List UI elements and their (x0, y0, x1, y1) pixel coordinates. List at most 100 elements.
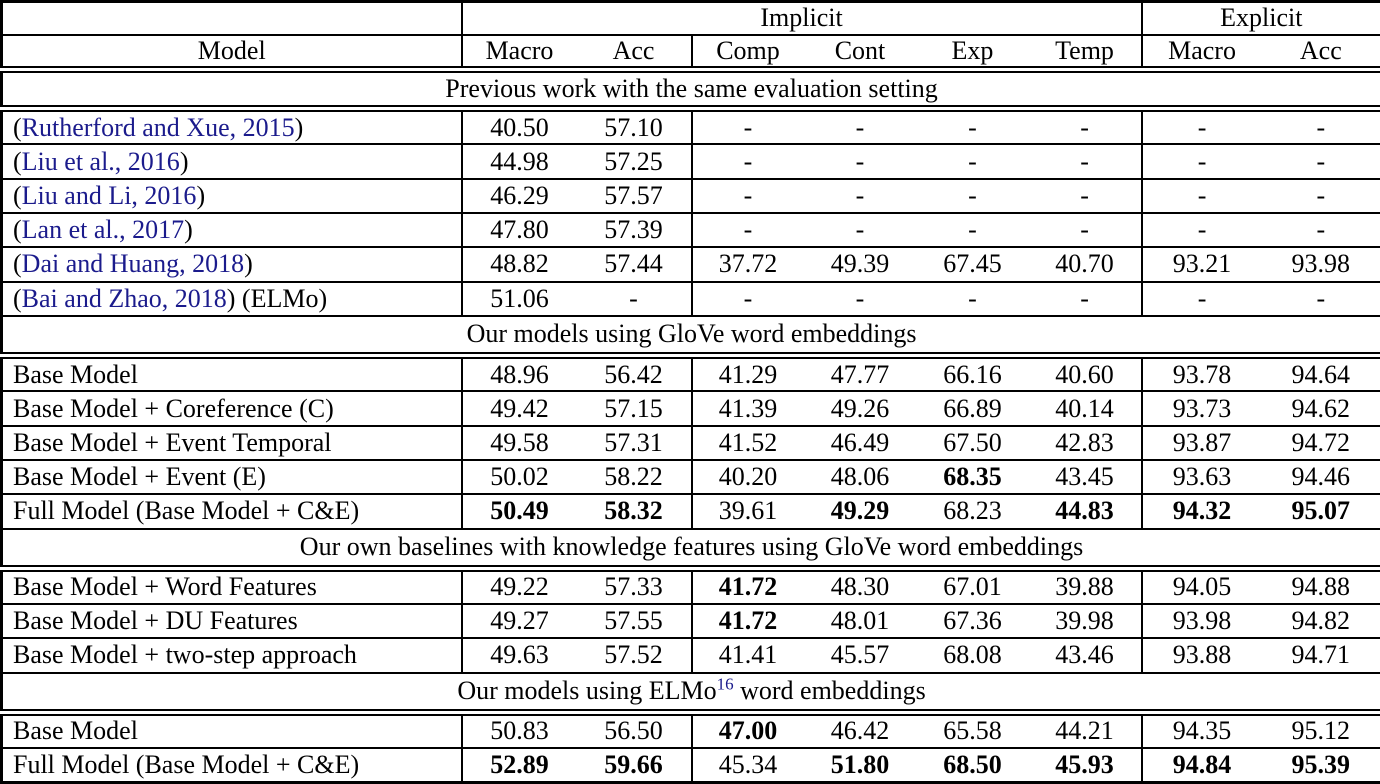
value-cell: - (1140, 213, 1262, 248)
model-name-cell: (Bai and Zhao, 2018) (ELMo) (2, 282, 462, 316)
table-row: (Bai and Zhao, 2018) (ELMo) 51.06- - - - - - - (1, 281, 1380, 316)
value-cell: 49.29 (830, 496, 890, 526)
value-cell: 40.14 (1055, 393, 1114, 423)
model-name-cell: Base Model (13, 716, 138, 746)
table-row: Base Model 48.96 56.42 41.29 47.77 66.16 40.60… (1, 355, 1380, 392)
value-cell: - (1316, 283, 1326, 313)
citation-link[interactable]: Liu et al., 2016 (21, 146, 180, 176)
value-cell: 59.66 (604, 750, 663, 779)
value-cell: 40.50 (460, 108, 577, 145)
table-row: Base Model + DU Features 49.27 57.55 41.72 4… (1, 603, 1380, 639)
column-header-acc-implicit: Acc (612, 35, 655, 65)
value-cell: 93.98 (1140, 603, 1262, 639)
value-cell: 40.70 (1055, 249, 1114, 279)
table-row: Base Model 50.83 56.50 47.00 46.42 65.58 44.21… (1, 712, 1380, 748)
value-cell: 57.57 (604, 180, 663, 210)
value-cell: - (1080, 180, 1089, 210)
value-cell: - (1316, 215, 1326, 245)
citation-paren: ( (13, 249, 22, 279)
model-name-cell: Full Model (Base Model + C&E) (13, 750, 360, 779)
model-name-cell: (Liu et al., 2016) (2, 144, 462, 178)
value-cell: 56.42 (604, 359, 663, 389)
value-cell: 44.98 (460, 144, 577, 179)
value-cell: 49.26 (830, 393, 890, 423)
column-header-exp: Exp (951, 35, 994, 65)
value-cell: 39.98 (1055, 606, 1114, 636)
value-cell: - (690, 213, 804, 248)
value-cell: 66.89 (943, 393, 1002, 423)
section-title-text: Our models using ELMo (457, 676, 717, 706)
value-cell: 48.06 (830, 462, 890, 492)
table-row: (Liu et al., 2016) 44.98 57.25- - - - - - (1, 144, 1380, 179)
table-row: (Liu and Li, 2016) 46.29 57.57- - - - - - (1, 178, 1380, 214)
value-cell: 65.58 (943, 716, 1002, 746)
citation-link[interactable]: Liu and Li, 2016 (21, 180, 197, 210)
citation-paren: ) (184, 215, 193, 245)
table-row: (Lan et al., 2017) 47.80 57.39- - - - - - (1, 213, 1380, 248)
value-cell: 94.84 (1140, 748, 1262, 783)
citation-paren: ) (ELMo) (226, 283, 328, 313)
value-cell: - (1316, 180, 1326, 210)
value-cell: - (968, 283, 977, 313)
value-cell: 48.82 (460, 247, 577, 282)
value-cell: 49.22 (460, 568, 577, 604)
value-cell: - (690, 144, 804, 179)
value-cell: 94.46 (1291, 462, 1351, 492)
model-name-cell: Base Model + Coreference (C) (13, 393, 334, 423)
value-cell: 42.83 (1055, 427, 1114, 457)
value-cell: 68.50 (943, 750, 1002, 779)
citation-link[interactable]: Rutherford and Xue, 2015 (21, 112, 295, 142)
table-row: Base Model + Word Features 49.22 57.33 41.7… (1, 568, 1380, 604)
value-cell: 93.87 (1140, 425, 1262, 460)
value-cell: 94.82 (1291, 606, 1351, 636)
model-name-cell: Base Model + Word Features (13, 572, 317, 602)
value-cell: - (1080, 112, 1089, 142)
value-cell: 46.49 (830, 427, 890, 457)
value-cell: 93.98 (1291, 249, 1351, 279)
value-cell: 94.88 (1291, 572, 1351, 602)
value-cell: 41.72 (690, 603, 804, 639)
group-header-row: Implicit Explicit (1, 1, 1380, 35)
value-cell: 57.15 (604, 393, 663, 423)
value-cell: 57.39 (604, 215, 663, 245)
section-title: Our models using GloVe word embeddings (466, 319, 917, 349)
model-name-cell: (Rutherford and Xue, 2015) (2, 109, 462, 145)
value-cell: 66.16 (943, 359, 1002, 389)
value-cell: 52.89 (460, 748, 577, 783)
value-cell: 49.42 (460, 391, 577, 426)
value-cell: - (1316, 146, 1326, 176)
value-cell: 48.96 (460, 355, 577, 392)
value-cell: 67.01 (943, 572, 1002, 602)
citation-link[interactable]: Lan et al., 2017 (21, 215, 185, 245)
citation-paren: ( (13, 146, 22, 176)
citation-paren: ) (244, 249, 253, 279)
value-cell: - (629, 283, 638, 313)
value-cell: - (1080, 215, 1089, 245)
citation-link[interactable]: Bai and Zhao, 2018 (21, 283, 227, 313)
value-cell: 43.46 (1055, 640, 1114, 670)
footnote-ref-link[interactable]: 16 (716, 674, 734, 694)
section-header-row: Our own baselines with knowledge feature… (1, 529, 1380, 569)
value-cell: 41.52 (690, 425, 804, 460)
model-name-cell: Base Model + Event (E) (13, 462, 266, 492)
value-cell: 51.06 (460, 281, 577, 316)
model-name-cell: (Liu and Li, 2016) (2, 179, 462, 213)
value-cell: - (968, 180, 977, 210)
value-cell: 41.39 (690, 391, 804, 426)
model-name-cell: Full Model (Base Model + C&E) (13, 496, 360, 526)
value-cell: 49.27 (460, 603, 577, 639)
value-cell: 57.33 (604, 572, 663, 602)
citation-paren: ( (13, 215, 22, 245)
column-header-temp: Temp (1055, 35, 1114, 65)
table-row: Full Model (Base Model + C&E) 50.49 58.32 3… (1, 494, 1380, 529)
citation-link[interactable]: Dai and Huang, 2018 (21, 249, 245, 279)
group-header-explicit: Explicit (1140, 1, 1380, 35)
value-cell: - (690, 108, 804, 145)
value-cell: 93.78 (1140, 355, 1262, 392)
value-cell: 67.45 (943, 249, 1002, 279)
citation-paren: ( (13, 180, 22, 210)
value-cell: 45.34 (690, 748, 804, 783)
table-row: Base Model + Event (E) 50.02 58.22 40.20 48.… (1, 459, 1380, 495)
model-name-cell: Base Model + Event Temporal (13, 427, 332, 457)
column-header-row: Model Macro Acc Comp Cont Exp Temp Macro… (1, 34, 1380, 69)
